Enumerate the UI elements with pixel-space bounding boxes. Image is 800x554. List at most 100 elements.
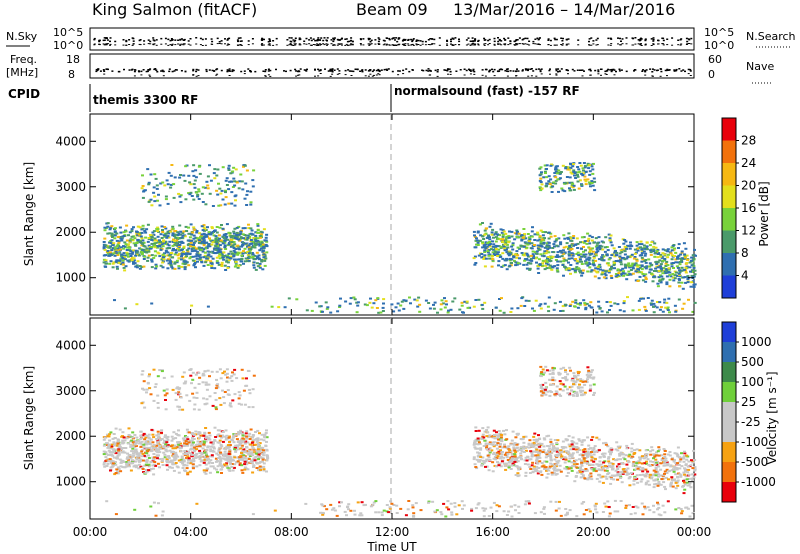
- noise-search-point: [407, 44, 410, 46]
- range-cell: [224, 448, 228, 451]
- noise-sky-point: [174, 39, 177, 41]
- range-cell: [498, 309, 502, 312]
- range-cell: [246, 245, 249, 248]
- range-cell: [604, 274, 608, 277]
- range-cell: [636, 247, 639, 250]
- range-cell: [133, 442, 137, 445]
- range-cell: [183, 263, 187, 266]
- range-cell: [208, 434, 212, 437]
- noise-sky-point: [370, 39, 373, 42]
- power-colorbar-label: Power [dB]: [757, 181, 771, 246]
- range-cell: [686, 278, 690, 281]
- range-cell: [368, 301, 372, 304]
- range-cell: [193, 263, 197, 265]
- range-cell: [202, 242, 206, 245]
- range-cell: [591, 263, 595, 266]
- range-cell: [226, 444, 230, 447]
- noise-sky-point: [345, 38, 348, 40]
- range-cell: [153, 195, 157, 198]
- range-cell: [488, 257, 492, 260]
- range-cell: [179, 174, 182, 176]
- freq-point: [493, 68, 496, 71]
- range-cell: [132, 257, 136, 260]
- range-cell: [230, 202, 234, 205]
- range-cell: [536, 267, 540, 270]
- noise-search-point: [293, 43, 296, 45]
- range-cell: [639, 240, 643, 243]
- range-cell: [198, 232, 202, 235]
- range-cell: [162, 442, 166, 445]
- range-cell: [146, 259, 150, 262]
- range-cell: [115, 249, 119, 252]
- range-cell: [107, 443, 111, 446]
- range-cell: [229, 459, 233, 462]
- range-cell: [226, 238, 230, 241]
- range-cell: [207, 231, 211, 234]
- range-cell: [206, 250, 210, 253]
- range-cell: [525, 252, 529, 255]
- range-cell: [188, 399, 192, 402]
- range-cell: [365, 304, 369, 307]
- noise-search-point: [289, 43, 292, 45]
- range-cell: [210, 243, 214, 246]
- range-cell: [126, 456, 129, 459]
- range-cell: [200, 242, 204, 245]
- frequency-panel-frame: [89, 53, 695, 79]
- range-cell: [602, 276, 606, 279]
- freq-point: [398, 70, 401, 72]
- range-cell: [106, 225, 110, 228]
- range-cell: [212, 446, 216, 449]
- noise-search-point: [404, 45, 407, 46]
- range-cell: [192, 457, 195, 460]
- noise-sky-point: [330, 39, 333, 41]
- noise-sky-point: [237, 37, 240, 39]
- freq-point: [436, 71, 439, 73]
- range-cell: [594, 252, 598, 255]
- range-cell: [680, 251, 684, 254]
- range-cell: [402, 299, 406, 302]
- noise-sky-point: [677, 39, 680, 41]
- range-cell: [681, 269, 685, 272]
- range-cell: [235, 226, 239, 229]
- range-cell: [650, 241, 654, 244]
- range-cell: [211, 455, 214, 458]
- range-cell: [642, 274, 646, 277]
- range-cell: [113, 473, 117, 476]
- range-cell: [231, 371, 234, 374]
- range-cell: [140, 449, 144, 451]
- range-cell: [557, 169, 561, 172]
- freq-point: [573, 70, 576, 72]
- range-cell: [258, 234, 262, 237]
- range-cell: [228, 450, 232, 453]
- range-cell: [126, 442, 130, 445]
- range-cell: [155, 230, 159, 232]
- range-cell: [191, 467, 195, 470]
- range-cell: [472, 230, 476, 233]
- nave-point: [644, 74, 647, 76]
- range-cell: [171, 461, 175, 464]
- range-cell: [169, 230, 173, 233]
- range-cell: [257, 254, 261, 257]
- range-cell: [117, 252, 121, 255]
- range-cell: [192, 433, 196, 436]
- range-cell: [131, 251, 135, 254]
- noise-search-point: [677, 44, 680, 46]
- noise-sky-point: [493, 40, 496, 43]
- range-cell: [205, 467, 209, 470]
- range-cell: [213, 177, 217, 180]
- range-cell: [544, 264, 548, 267]
- range-cell: [673, 255, 676, 257]
- noise-sky-point: [509, 40, 512, 43]
- freq-point: [656, 69, 659, 71]
- range-cell: [584, 249, 587, 252]
- range-cell: [233, 184, 237, 187]
- range-cell: [218, 455, 222, 458]
- range-cell: [119, 461, 123, 464]
- range-cell: [588, 266, 592, 269]
- range-cell: [195, 445, 199, 448]
- range-cell: [229, 250, 233, 253]
- range-cell: [261, 460, 264, 463]
- range-cell: [129, 443, 133, 446]
- range-cell: [235, 445, 239, 448]
- noise-sky-point: [507, 37, 510, 39]
